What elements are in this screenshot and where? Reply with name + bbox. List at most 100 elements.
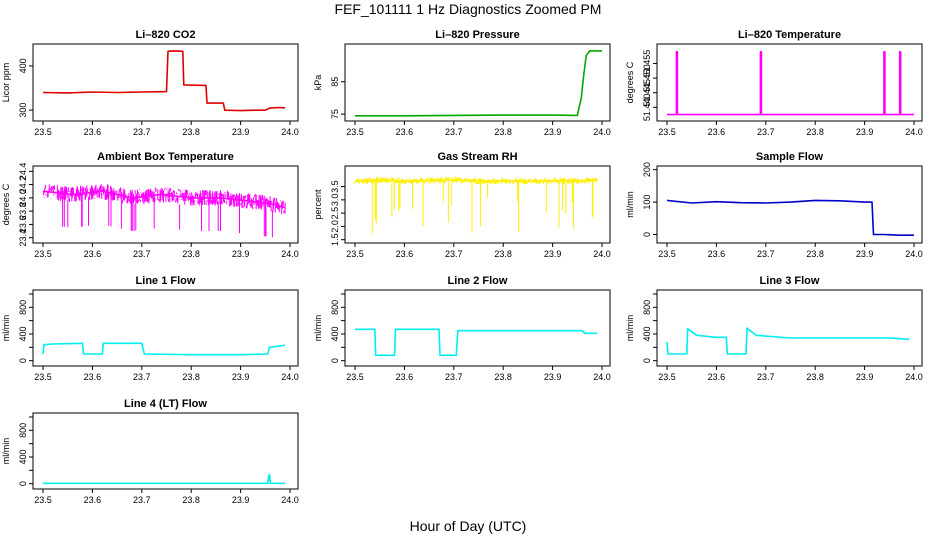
- x-tick-label: 23.7: [133, 127, 151, 137]
- y-tick-label: 23.4: [18, 229, 28, 247]
- series-noise: [42, 184, 286, 238]
- chart-panel: Line 1 Flow ml/min 23.5 23.6 23.7 23.8 23.9 24.…: [1, 275, 299, 382]
- y-tick-label: 800: [18, 423, 28, 438]
- x-tick-label: 23.6: [84, 372, 102, 382]
- x-tick-label: 23.7: [757, 127, 775, 137]
- x-tick-label: 23.8: [182, 495, 200, 505]
- x-tick-label: 23.5: [34, 495, 52, 505]
- x-tick-label: 23.7: [133, 372, 151, 382]
- chart-panel: Gas Stream RH percent 23.5 23.6 23.7 23.8 23.9…: [313, 151, 611, 259]
- x-tick-label: 24.0: [905, 127, 923, 137]
- plot-frame: [344, 289, 611, 367]
- y-axis-label: Licor ppm: [1, 63, 11, 103]
- y-tick-label: 24.4: [18, 163, 28, 181]
- x-axis-title: Hour of Day (UTC): [409, 518, 527, 534]
- x-tick-label: 24.0: [593, 249, 611, 259]
- chart-title: Line 4 (LT) Flow: [124, 398, 207, 410]
- x-tick-label: 23.9: [856, 372, 874, 382]
- y-tick-label: 23.8: [18, 202, 28, 220]
- y-axis-label: ml/min: [1, 438, 11, 465]
- x-tick-label: 23.5: [346, 372, 364, 382]
- x-tick-label: 23.9: [232, 249, 250, 259]
- x-tick-label: 23.8: [494, 372, 512, 382]
- plot-frame: [32, 165, 299, 244]
- chart-panel: Sample Flow ml/min 23.5 23.6 23.7 23.8 23.9 24.…: [625, 151, 923, 259]
- y-tick-label: 24.2: [18, 176, 28, 194]
- plot-frame: [32, 412, 299, 490]
- x-tick-label: 23.9: [856, 127, 874, 137]
- x-tick-label: 23.8: [494, 127, 512, 137]
- chart-title: Li–820 Pressure: [435, 29, 519, 41]
- x-tick-label: 23.7: [757, 372, 775, 382]
- y-tick-label: 0: [330, 358, 340, 363]
- x-tick-label: 23.6: [708, 127, 726, 137]
- x-tick-label: 23.7: [445, 372, 463, 382]
- y-tick-label: 51.445: [642, 79, 652, 107]
- x-tick-label: 24.0: [281, 249, 299, 259]
- x-tick-label: 23.6: [84, 495, 102, 505]
- y-tick-label: 2.5: [330, 207, 340, 220]
- x-tick-label: 23.6: [396, 249, 414, 259]
- series-line: [355, 328, 598, 357]
- chart-title: Line 1 Flow: [136, 275, 196, 287]
- x-tick-label: 23.9: [856, 249, 874, 259]
- chart-panel: Li–820 Pressure kPa 23.5 23.6 23.7 23.8 23.9 24…: [313, 29, 611, 137]
- x-tick-label: 23.6: [396, 372, 414, 382]
- x-tick-label: 23.8: [182, 249, 200, 259]
- x-tick-label: 23.5: [658, 372, 676, 382]
- plot-frame: [32, 43, 299, 122]
- x-tick-label: 23.9: [232, 127, 250, 137]
- y-tick-label: 400: [18, 449, 28, 464]
- y-axis-label: ml/min: [313, 315, 323, 342]
- y-tick-label: 51.440: [642, 94, 652, 122]
- x-tick-label: 23.9: [232, 495, 250, 505]
- x-tick-label: 23.8: [806, 372, 824, 382]
- x-tick-label: 23.8: [806, 127, 824, 137]
- x-tick-label: 24.0: [905, 249, 923, 259]
- x-tick-label: 23.5: [34, 127, 52, 137]
- y-axis-label: ml/min: [625, 315, 635, 342]
- plot-frame: [656, 165, 923, 244]
- series-line: [43, 474, 286, 485]
- y-tick-label: 23.6: [18, 216, 28, 234]
- series-line: [667, 50, 914, 116]
- y-tick-label: 300: [18, 103, 28, 118]
- y-tick-label: 3.5: [330, 180, 340, 193]
- x-tick-label: 23.7: [133, 249, 151, 259]
- x-tick-label: 23.5: [346, 249, 364, 259]
- x-tick-label: 23.8: [182, 127, 200, 137]
- x-tick-label: 23.7: [757, 249, 775, 259]
- chart-title: Line 3 Flow: [760, 275, 820, 287]
- y-tick-label: 51.455: [642, 50, 652, 78]
- x-tick-label: 23.9: [544, 249, 562, 259]
- series-noise: [354, 176, 598, 234]
- y-tick-label: 400: [642, 326, 652, 341]
- y-tick-label: 400: [330, 326, 340, 341]
- chart-title: Li–820 CO2: [136, 29, 196, 41]
- y-tick-label: 0: [18, 481, 28, 486]
- y-tick-label: 200: [642, 162, 652, 177]
- y-tick-label: 24.0: [18, 189, 28, 207]
- plot-frame: [32, 289, 299, 367]
- figure-title: FEF_101111 1 Hz Diagnostics Zoomed PM: [334, 1, 602, 17]
- y-axis-label: degrees C: [625, 61, 635, 103]
- y-axis-label: ml/min: [1, 315, 11, 342]
- x-tick-label: 23.6: [708, 372, 726, 382]
- y-tick-label: 800: [642, 300, 652, 315]
- x-tick-label: 23.6: [396, 127, 414, 137]
- x-tick-label: 23.6: [708, 249, 726, 259]
- y-axis-label: kPa: [313, 75, 323, 91]
- x-tick-label: 23.5: [346, 127, 364, 137]
- series-line: [42, 190, 286, 209]
- y-tick-label: 2.0: [330, 220, 340, 233]
- chart-title: Li–820 Temperature: [738, 29, 841, 41]
- y-tick-label: 800: [330, 300, 340, 315]
- series-line: [42, 342, 286, 356]
- chart-title: Sample Flow: [756, 151, 824, 163]
- chart-panel: Li–820 Temperature degrees C 23.5 23.6 23.7 2…: [625, 29, 923, 137]
- chart-panel: Line 2 Flow ml/min 23.5 23.6 23.7 23.8 23.9 24.…: [313, 275, 611, 382]
- y-tick-label: 1.5: [330, 233, 340, 246]
- x-tick-label: 23.9: [544, 127, 562, 137]
